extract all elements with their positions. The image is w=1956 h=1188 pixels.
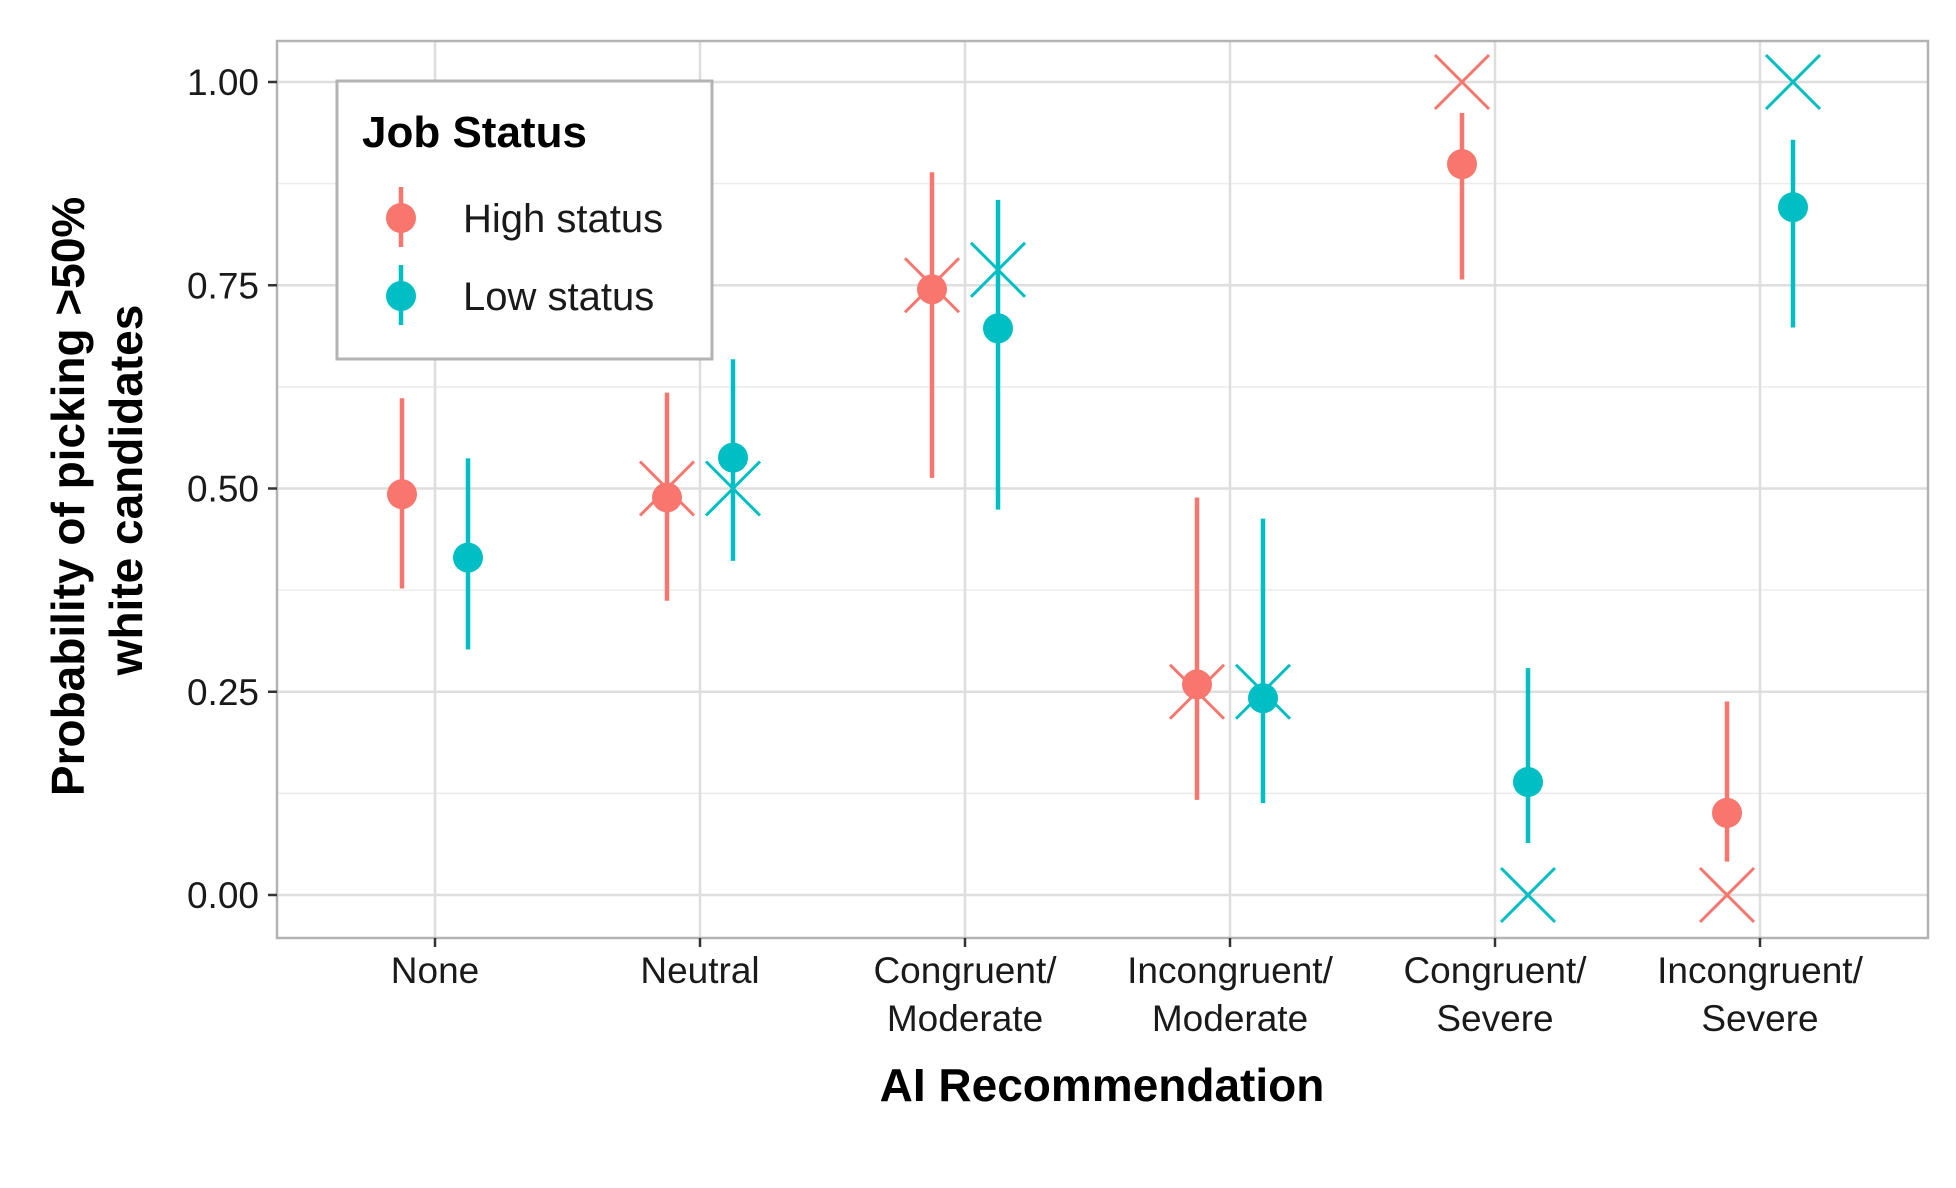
x-tick-label-line: Severe <box>1701 998 1818 1039</box>
point-high-status <box>387 479 417 510</box>
x-tick-label-line: Moderate <box>887 998 1043 1039</box>
x-tick-label-line: Severe <box>1436 998 1553 1039</box>
point-high-status <box>1712 797 1742 828</box>
x-marker-high-status <box>1433 53 1491 111</box>
legend-label-low-status: Low status <box>463 275 654 319</box>
x-marker-low-status <box>969 241 1027 298</box>
x-tick-label-line: None <box>391 950 479 991</box>
legend-title: Job Status <box>362 108 587 157</box>
x-tick-label-line: Congruent/ <box>1403 950 1587 991</box>
legend-key-high-status <box>386 187 416 247</box>
x-marker-stroke <box>1499 866 1557 924</box>
point-low-status <box>1778 192 1808 223</box>
x-marker-high-status <box>1698 866 1756 924</box>
series-high-status <box>387 53 1756 924</box>
point-low-status <box>983 313 1013 344</box>
point-low-status <box>1513 766 1543 797</box>
x-tick-label: None <box>391 950 479 991</box>
x-tick-label: Neutral <box>640 950 759 991</box>
x-marker-stroke <box>1698 866 1756 924</box>
point-high-status <box>1182 669 1212 700</box>
x-marker-stroke <box>1433 53 1491 111</box>
x-tick-label-line: Incongruent/ <box>1127 950 1333 991</box>
x-marker-low-status <box>1499 866 1557 924</box>
x-marker-stroke <box>704 460 762 517</box>
x-marker-low-status <box>704 460 762 517</box>
point-low-status <box>1248 683 1278 714</box>
y-tick-label: 0.75 <box>187 265 259 306</box>
x-tick-labels: None Neutral Congruent/ModerateIncongruent… <box>391 938 1864 1039</box>
legend-label-high-status: High status <box>463 197 663 241</box>
x-tick-label: Congruent/Severe <box>1403 950 1587 1039</box>
y-axis-title-line-2: white candidates <box>100 305 152 677</box>
data-layer <box>387 53 1822 924</box>
legend-key-low-status <box>386 265 416 325</box>
x-marker-stroke <box>969 241 1027 298</box>
y-tick-label: 0.00 <box>187 875 259 916</box>
x-tick-label: Incongruent/Severe <box>1657 950 1863 1039</box>
point-high-status <box>652 482 682 513</box>
x-tick-label-line: Moderate <box>1152 998 1308 1039</box>
legend: Job Status High status Low status <box>335 79 714 361</box>
x-marker-low-status <box>1764 53 1822 111</box>
y-tick-labels: 0.00 0.25 0.50 0.75 1.00 <box>187 62 277 916</box>
y-tick-label: 1.00 <box>187 62 259 103</box>
x-axis-title: AI Recommendation <box>880 1059 1325 1111</box>
y-axis-title: Probability of picking >50% white candid… <box>42 184 152 796</box>
point-low-status <box>718 442 748 473</box>
x-tick-label: Incongruent/Moderate <box>1127 950 1333 1039</box>
y-tick-label: 0.50 <box>187 469 259 510</box>
y-tick-label: 0.25 <box>187 672 259 713</box>
point-low-status <box>453 542 483 573</box>
y-axis-title-line-1: Probability of picking >50% <box>42 197 94 796</box>
legend-key-low-status-point <box>386 281 416 311</box>
x-tick-label-line: Neutral <box>640 950 759 991</box>
point-high-status <box>917 274 947 305</box>
x-tick-label-line: Congruent/ <box>873 950 1057 991</box>
point-high-status <box>1447 149 1477 180</box>
x-tick-label-line: Incongruent/ <box>1657 950 1863 991</box>
legend-key-high-status-point <box>386 203 416 233</box>
x-marker-stroke <box>1764 53 1822 111</box>
series-low-status <box>453 53 1822 924</box>
x-tick-label: Congruent/Moderate <box>873 950 1057 1039</box>
